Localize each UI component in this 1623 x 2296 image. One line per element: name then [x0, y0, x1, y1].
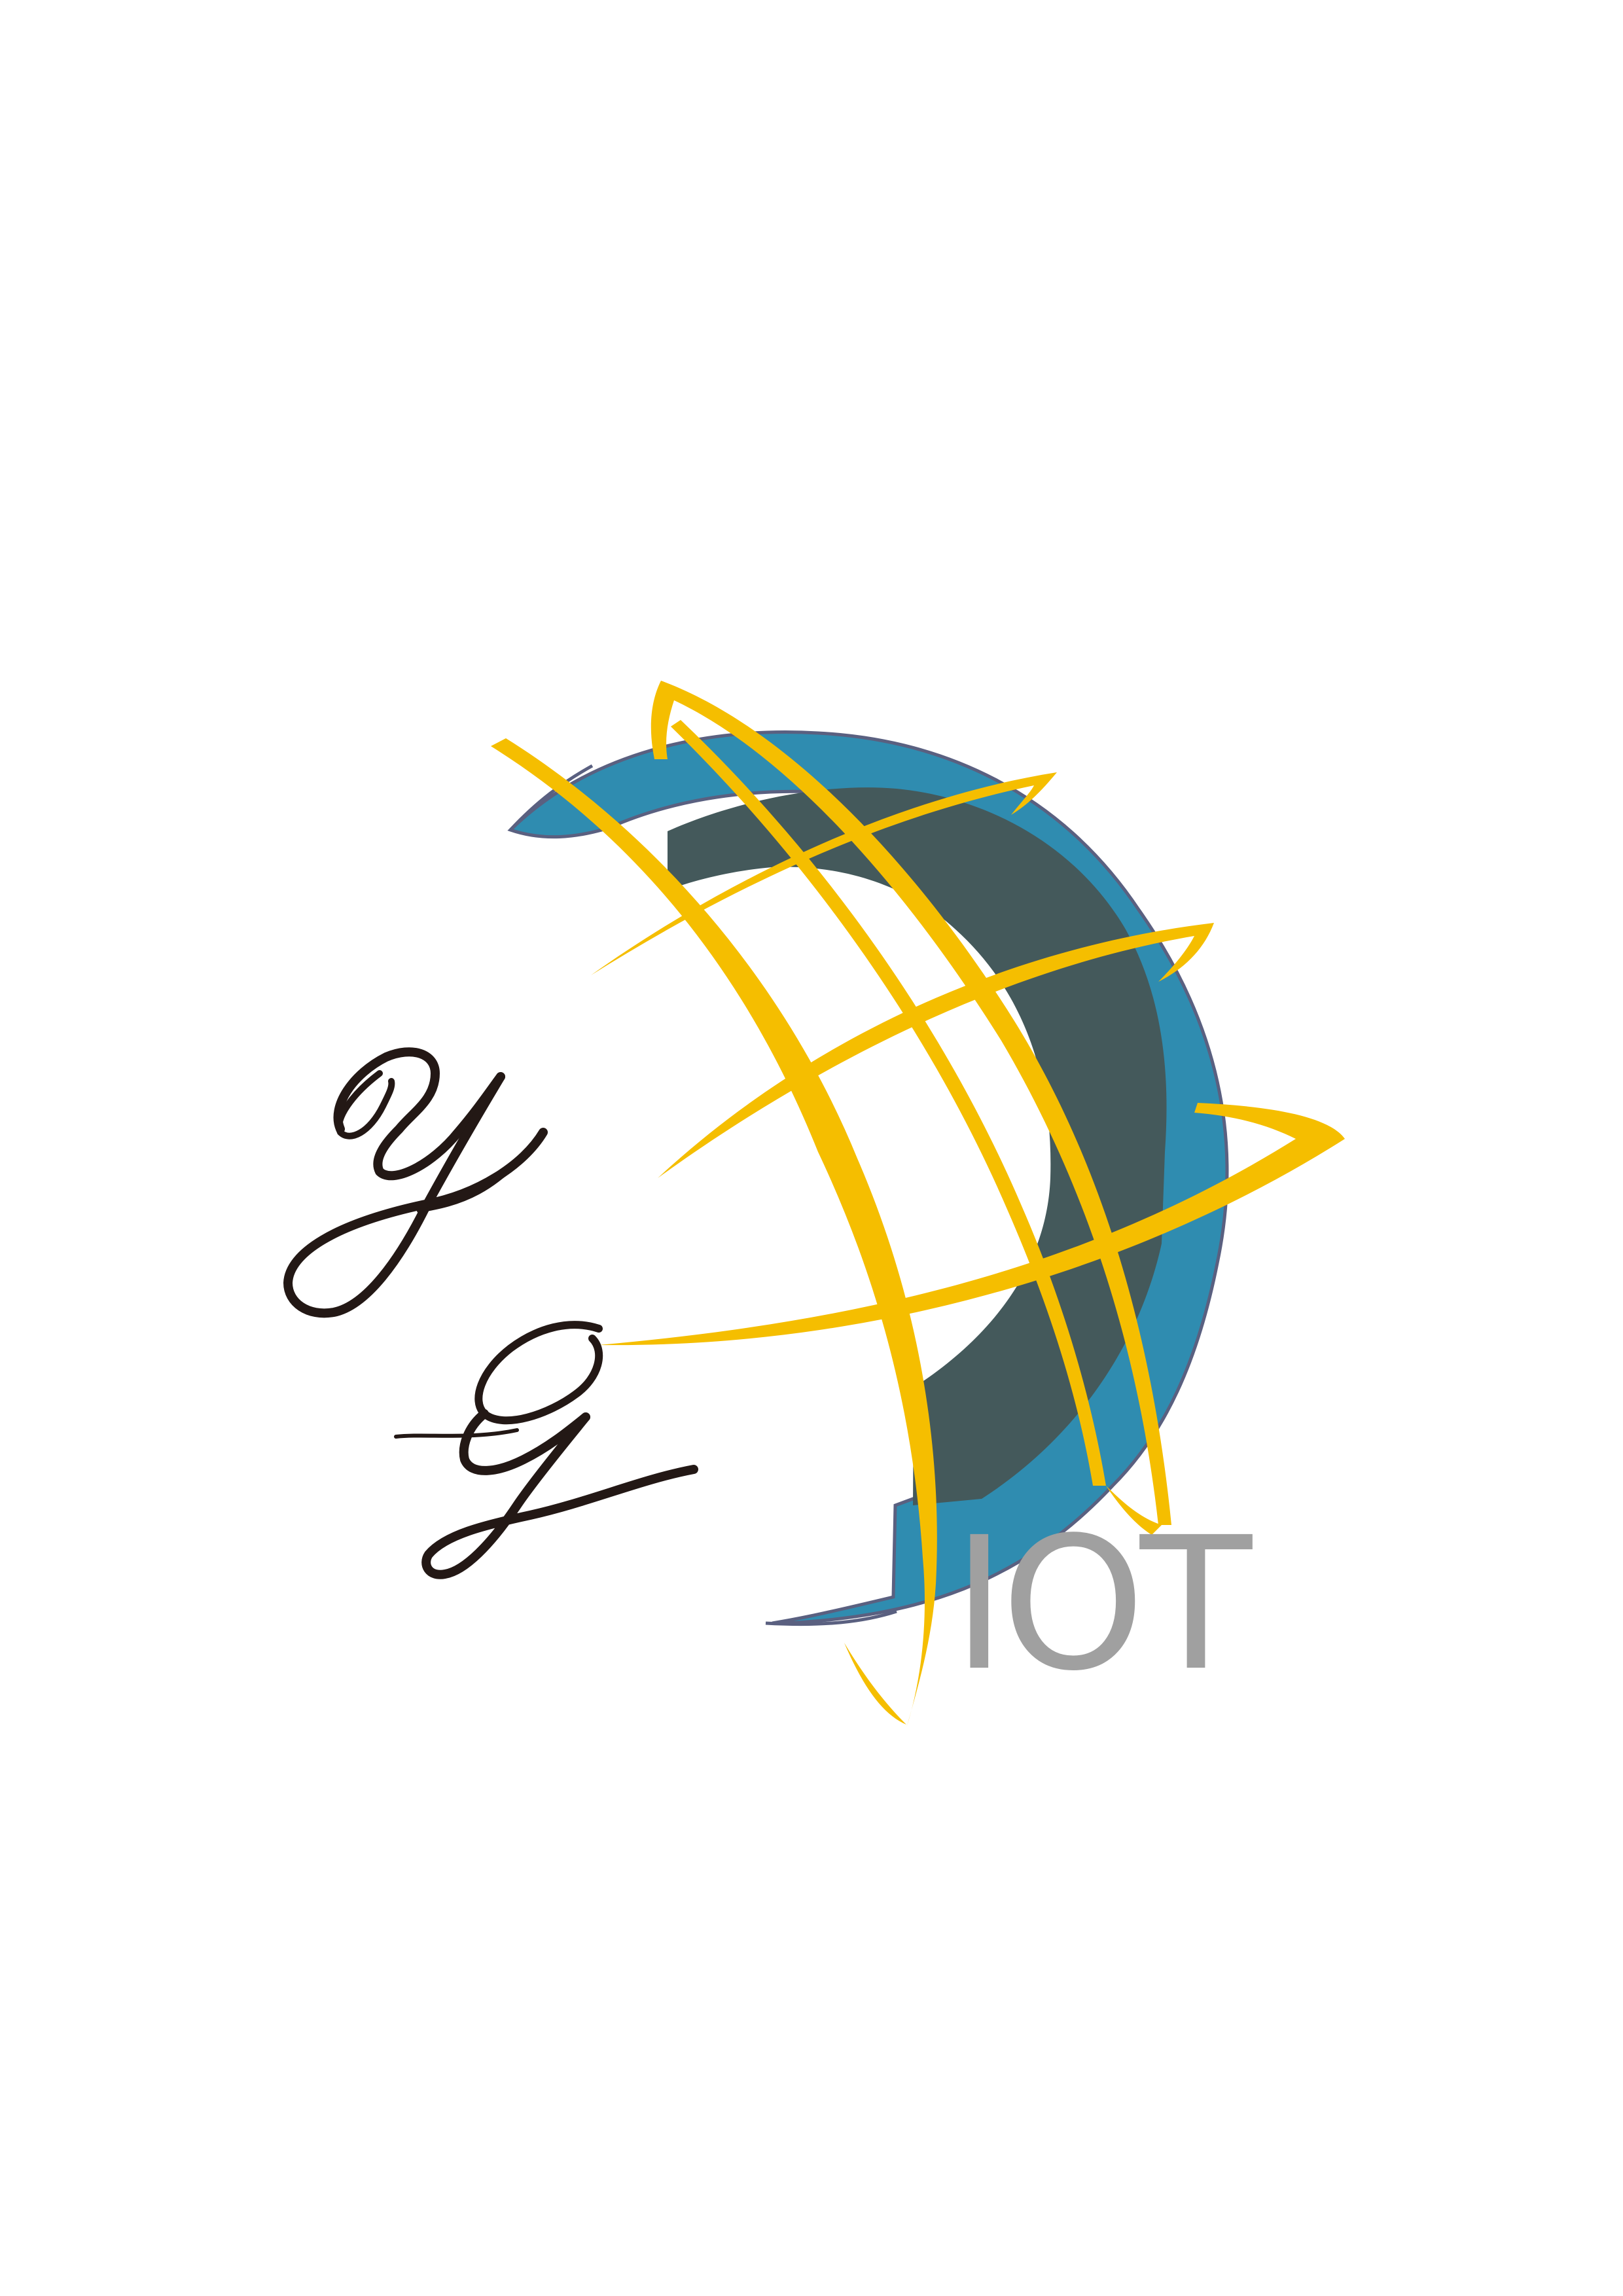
script-g-middle: [459, 1409, 590, 1475]
ring-edge-left: [509, 764, 594, 831]
script-y-upper-loop: [336, 1070, 395, 1139]
script-y-cross: [417, 1130, 545, 1213]
script-y-descender: [283, 1072, 548, 1318]
longitude-arc-left: [491, 738, 937, 1728]
script-g-descender: [421, 1412, 698, 1579]
globe-icon: [491, 681, 1345, 1728]
script-monogram: [283, 1047, 698, 1579]
latitude-arc-equator: [599, 1103, 1345, 1346]
ring-edge-bottom: [765, 1609, 897, 1626]
script-y-main: [333, 1047, 505, 1181]
globe-longitudes: [491, 681, 1345, 1728]
brand-text: IOT: [952, 1498, 1255, 1712]
script-g-swash: [394, 1428, 519, 1439]
longitude-tail: [844, 1643, 906, 1725]
longitude-notch: [1106, 1486, 1162, 1535]
script-g-upper: [474, 1321, 603, 1425]
